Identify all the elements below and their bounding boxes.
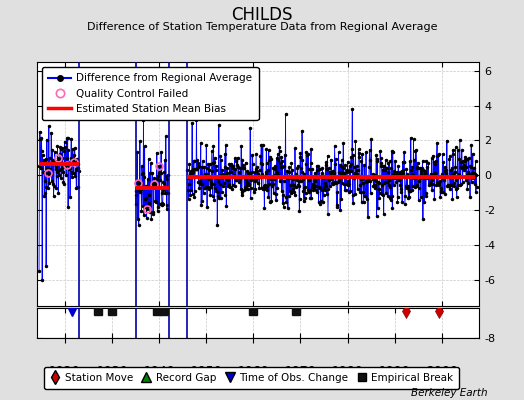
Text: CHILDS: CHILDS <box>231 6 293 24</box>
Text: Difference of Station Temperature Data from Regional Average: Difference of Station Temperature Data f… <box>87 22 437 32</box>
Legend: Station Move, Record Gap, Time of Obs. Change, Empirical Break: Station Move, Record Gap, Time of Obs. C… <box>43 367 460 389</box>
Text: Berkeley Earth: Berkeley Earth <box>411 388 487 398</box>
Legend: Difference from Regional Average, Quality Control Failed, Estimated Station Mean: Difference from Regional Average, Qualit… <box>42 67 258 120</box>
